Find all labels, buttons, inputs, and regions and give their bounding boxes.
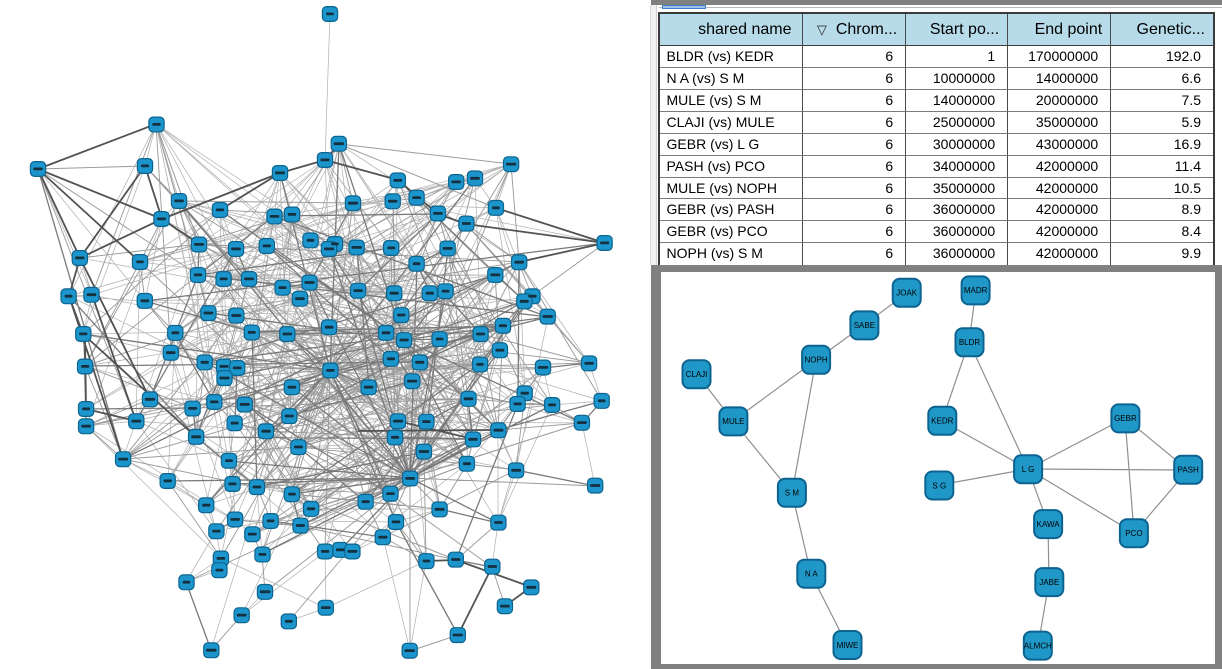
- svg-text:L G: L G: [1022, 465, 1035, 474]
- svg-text:N A: N A: [805, 570, 819, 579]
- svg-text:GEBR: GEBR: [1114, 414, 1137, 423]
- svg-text:MULE: MULE: [722, 417, 744, 426]
- svg-text:ALMCH: ALMCH: [1024, 641, 1052, 650]
- svg-text:JOAK: JOAK: [896, 289, 918, 298]
- svg-text:PCO: PCO: [1125, 529, 1142, 538]
- svg-text:CLAJI: CLAJI: [686, 370, 708, 379]
- svg-text:KAWA: KAWA: [1037, 520, 1061, 529]
- svg-text:S G: S G: [932, 481, 946, 490]
- svg-text:S M: S M: [785, 489, 800, 498]
- svg-text:MADR: MADR: [964, 286, 988, 295]
- svg-text:NOPH: NOPH: [805, 356, 828, 365]
- svg-text:JABE: JABE: [1039, 578, 1059, 587]
- svg-text:MIWE: MIWE: [837, 641, 859, 650]
- svg-text:SABE: SABE: [854, 321, 875, 330]
- svg-text:BLDR: BLDR: [959, 338, 981, 347]
- svg-text:KEDR: KEDR: [931, 417, 953, 426]
- svg-text:PASH: PASH: [1178, 466, 1199, 475]
